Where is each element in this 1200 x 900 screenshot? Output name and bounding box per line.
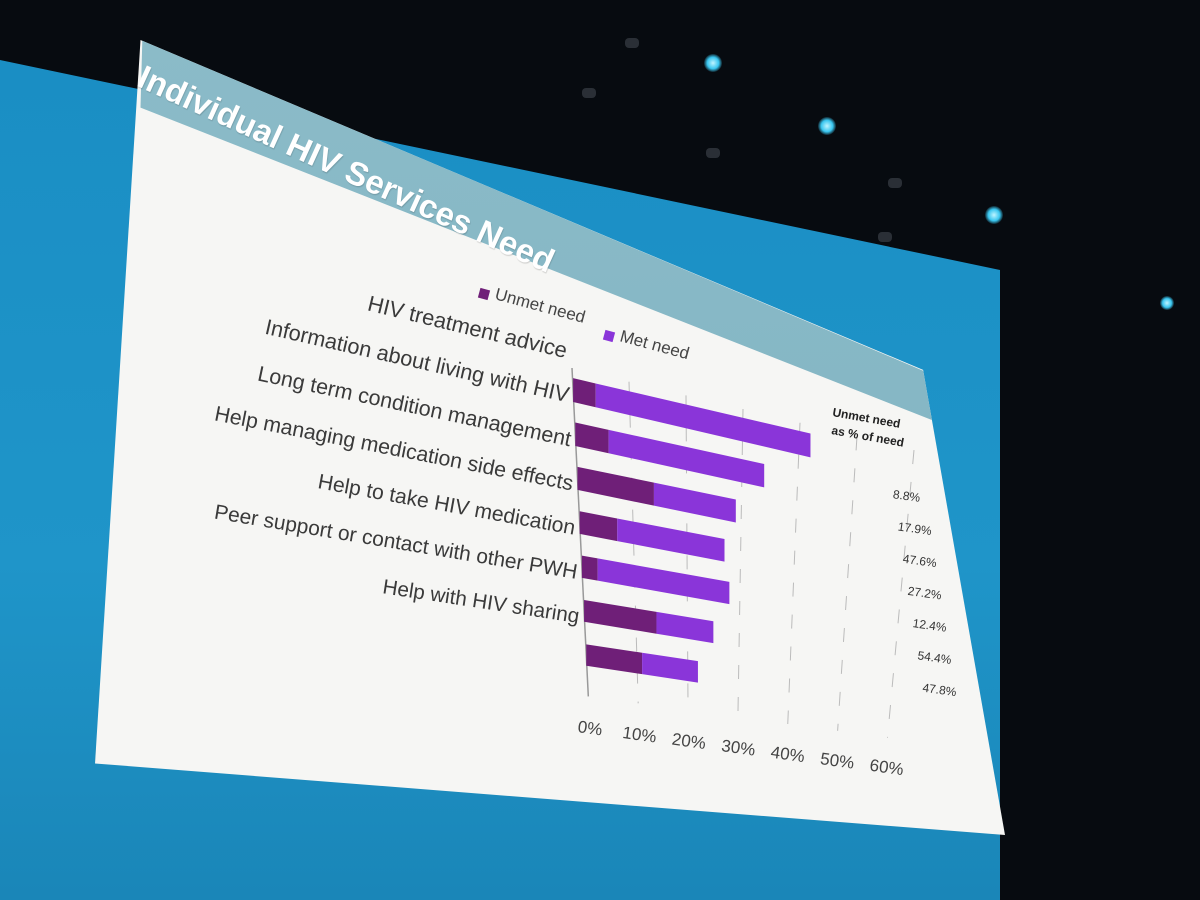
unmet-pct-label: 17.9% <box>897 519 933 538</box>
gridline <box>685 395 689 711</box>
bar-met-1 <box>608 429 765 488</box>
legend-swatch-met <box>602 329 616 343</box>
x-tick-label: 50% <box>819 749 855 773</box>
x-tick-label: 30% <box>720 736 756 760</box>
gridline <box>837 436 858 731</box>
stage-fixture-icon <box>888 178 902 188</box>
x-tick-label: 0% <box>577 717 604 739</box>
bar-unmet-4 <box>581 555 598 581</box>
stage-fixture-icon <box>582 88 596 98</box>
unmet-pct-label: 47.6% <box>902 552 938 571</box>
unmet-pct-label: 8.8% <box>892 487 921 505</box>
unmet-pct-label: 47.8% <box>922 681 958 700</box>
gridline <box>737 409 744 718</box>
unmet-pct-column: 8.8% 17.9% 47.6% 27.2% 12.4% 54.4% 47.8% <box>892 487 958 699</box>
bar-met-0 <box>595 383 811 458</box>
unmet-pct-label: 12.4% <box>912 616 948 635</box>
unmet-pct-label: 54.4% <box>917 648 953 667</box>
stage-fixture-icon <box>625 38 639 48</box>
legend-label-met: Met need <box>618 327 691 364</box>
bar-unmet-0 <box>573 378 596 408</box>
bar-unmet-6 <box>586 644 643 675</box>
bar-unmet-5 <box>584 599 657 634</box>
bar-met-3 <box>617 518 725 562</box>
bar-met-4 <box>597 558 730 605</box>
bars <box>573 378 811 683</box>
bar-met-6 <box>642 652 698 683</box>
stage-fixture-icon <box>706 148 720 158</box>
stage-light-icon <box>1160 296 1174 310</box>
x-tick-labels: 0% 10% 20% 30% 40% 50% 60% <box>577 717 905 779</box>
legend-label-unmet: Unmet need <box>493 285 587 327</box>
stage-light-icon <box>818 117 836 135</box>
stage-fixture-icon <box>878 232 892 242</box>
stage-light-icon <box>704 54 722 72</box>
bar-unmet-1 <box>575 422 609 454</box>
side-column-header: Unmet need as % of need <box>830 405 905 450</box>
x-tick-label: 40% <box>770 743 806 767</box>
unmet-pct-label: 27.2% <box>907 584 943 603</box>
bar-unmet-3 <box>579 511 618 542</box>
legend-swatch-unmet <box>477 287 491 301</box>
category-label: Help managing medication side effects <box>213 402 576 496</box>
x-tick-label: 20% <box>671 730 707 754</box>
bar-met-5 <box>656 611 714 644</box>
bar-unmet-2 <box>577 466 654 506</box>
bar-met-2 <box>653 482 736 523</box>
x-tick-label: 60% <box>869 756 905 780</box>
x-tick-label: 10% <box>621 723 657 747</box>
stage-light-icon <box>985 206 1003 224</box>
category-label: Help with HIV sharing <box>381 575 581 628</box>
gridline <box>787 422 801 724</box>
